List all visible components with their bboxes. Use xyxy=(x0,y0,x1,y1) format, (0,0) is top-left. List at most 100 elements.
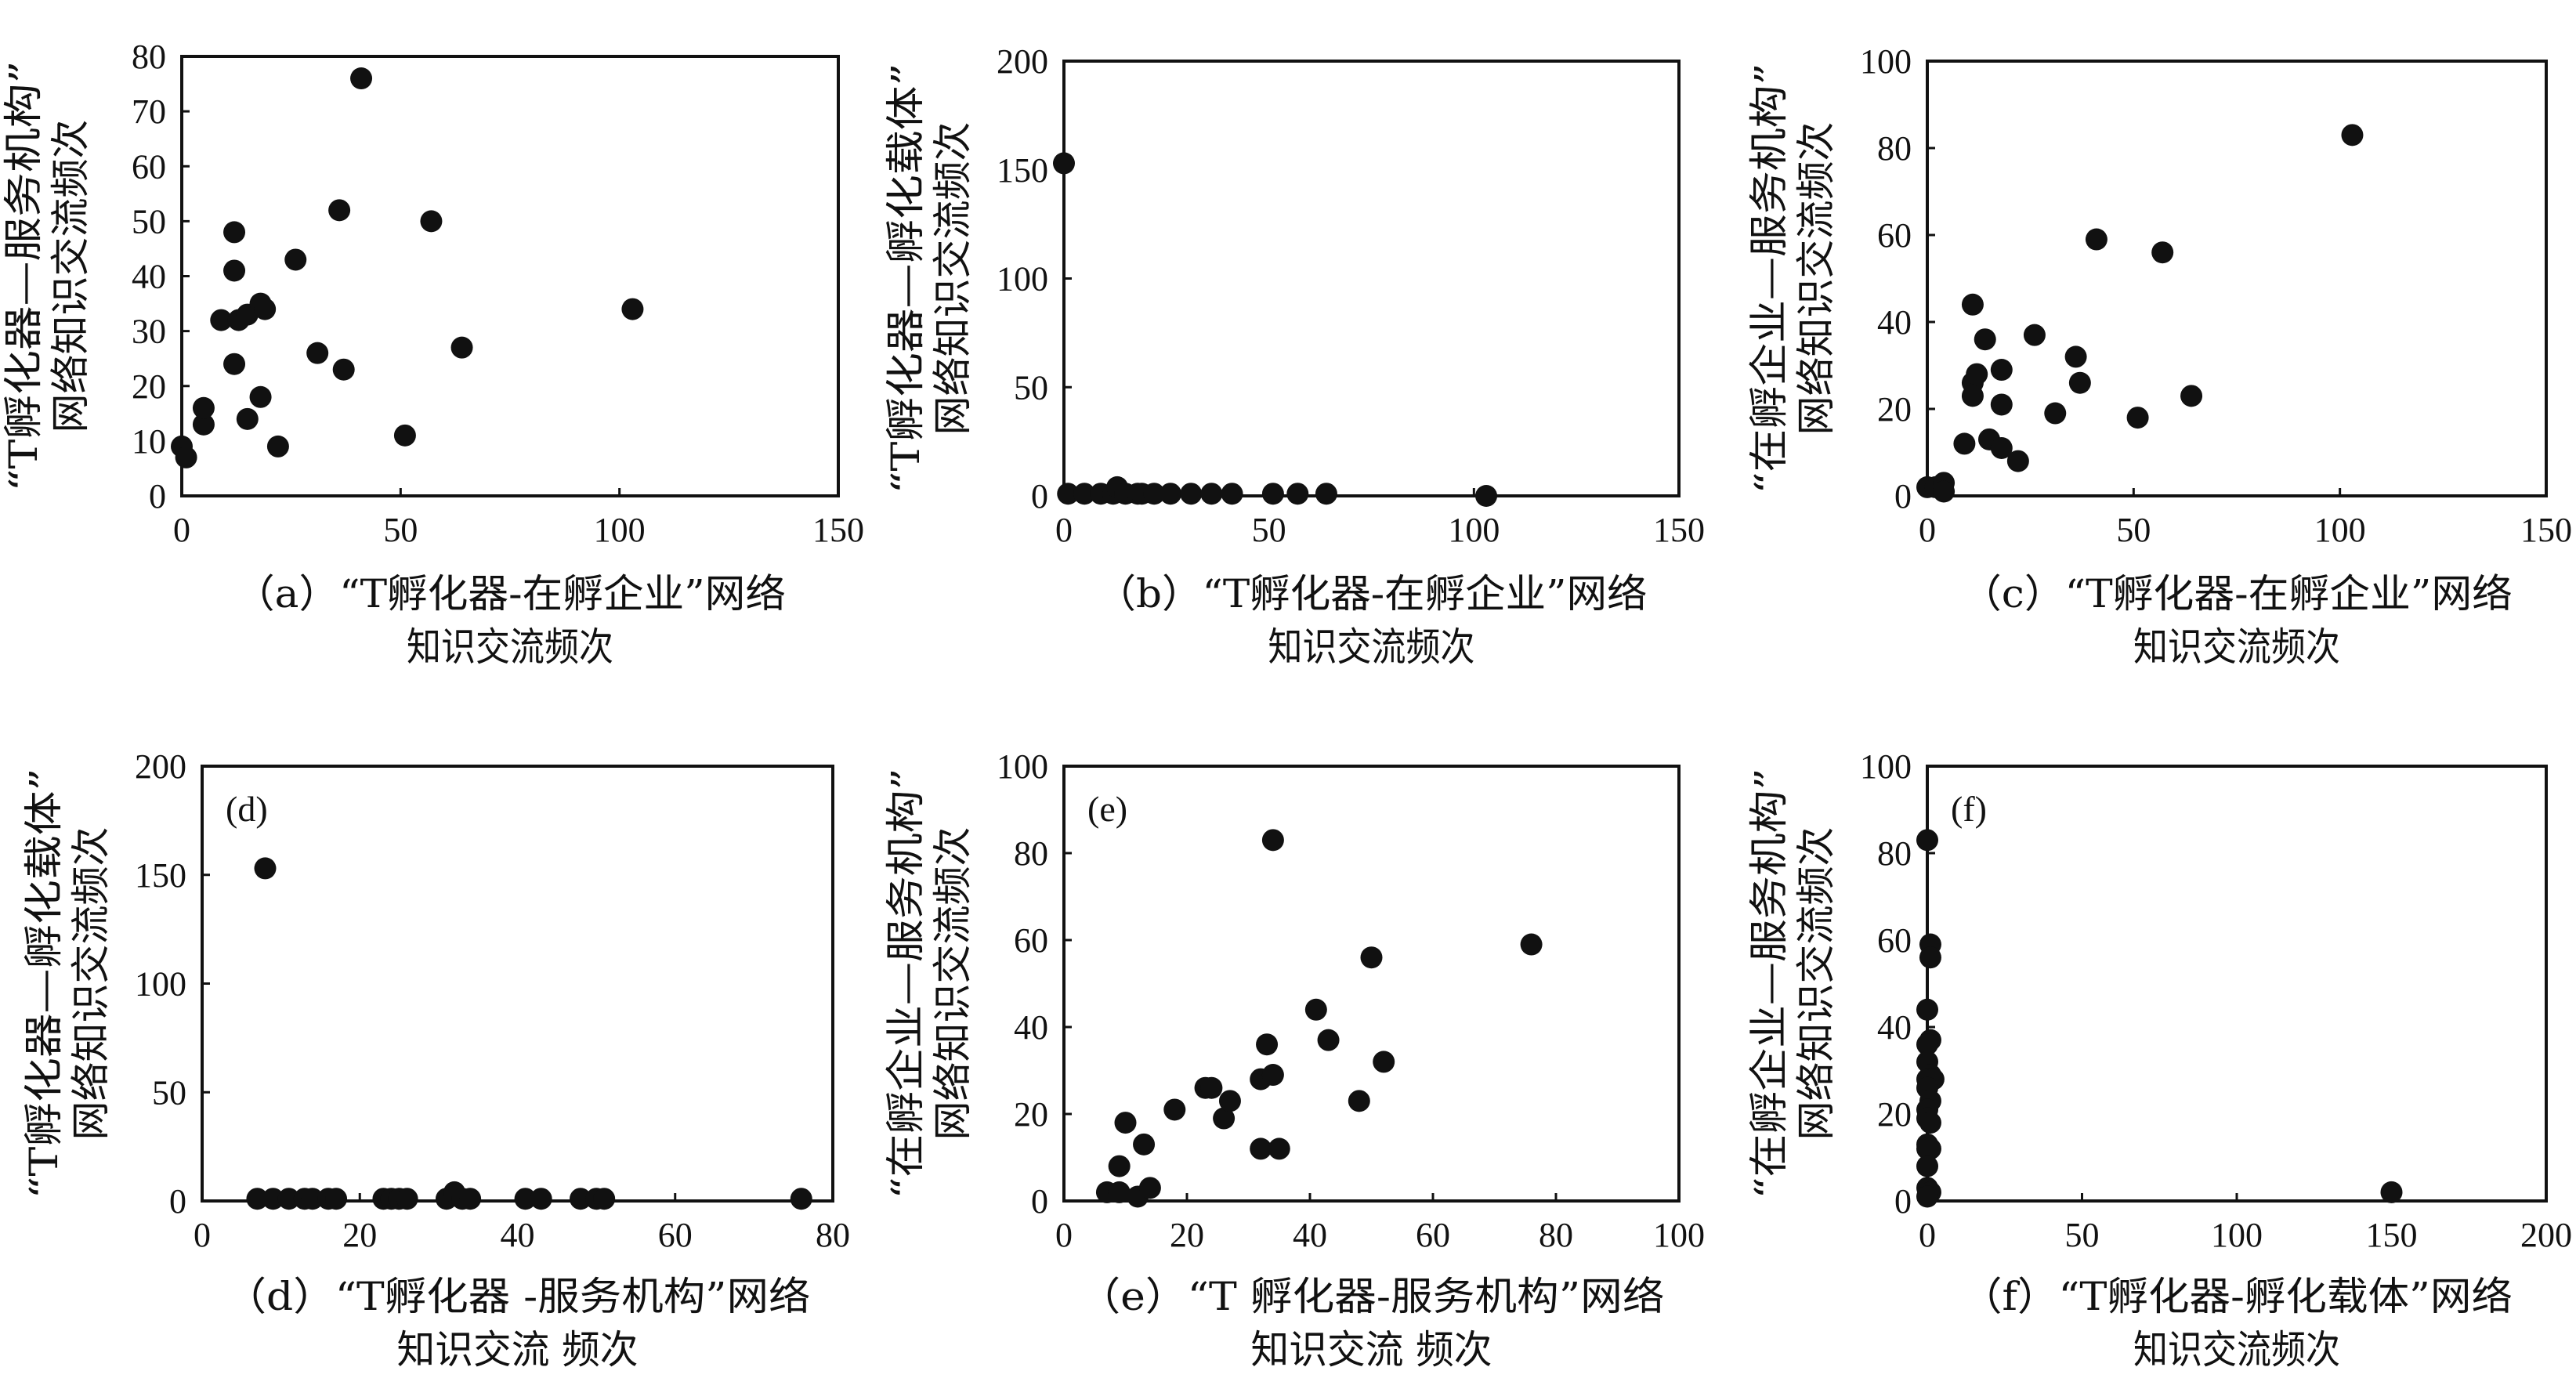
y-tick-label: 40 xyxy=(1014,1008,1048,1047)
data-point xyxy=(1108,1181,1131,1203)
y-tick-label: 80 xyxy=(1014,834,1048,873)
data-point xyxy=(1916,1155,1938,1177)
data-point xyxy=(2126,407,2149,429)
data-point xyxy=(1919,1137,1941,1160)
x-axis-caption: （c）“T孵化器-在孵企业”网络 xyxy=(1961,571,2513,617)
y-tick-label: 0 xyxy=(169,1182,186,1221)
data-point xyxy=(192,413,215,436)
plot-frame xyxy=(1926,765,2548,1203)
data-point xyxy=(1953,432,1976,455)
data-point xyxy=(1268,1137,1290,1160)
data-point xyxy=(1114,1112,1137,1134)
y-axis-caption: 网络知识交流频次 xyxy=(1793,122,1839,436)
data-point xyxy=(1163,1098,1186,1121)
data-point xyxy=(1213,1107,1236,1130)
data-point xyxy=(1160,483,1182,505)
data-point xyxy=(1916,1185,1938,1208)
y-axis-caption: 网络知识交流频次 xyxy=(68,827,114,1141)
panel-b: 0 50 100 150 0 50 100 150 200 （b）“T孵化器-在孵企业”网络知识交… xyxy=(883,42,1705,670)
x-tick-label: 0 xyxy=(1919,511,1936,549)
plot-frame xyxy=(201,765,834,1203)
data-point xyxy=(1916,829,1938,852)
y-axis-caption: “在孵企业—服务机构” xyxy=(1746,769,1792,1199)
x-tick-label: 60 xyxy=(658,1216,693,1254)
data-point xyxy=(301,1188,324,1210)
data-point xyxy=(1261,483,1284,505)
data-point xyxy=(1286,483,1309,505)
x-tick-label: 20 xyxy=(1170,1216,1204,1254)
data-point xyxy=(223,221,246,244)
x-tick-label: 100 xyxy=(2314,511,2366,549)
data-point xyxy=(1520,933,1543,956)
data-point xyxy=(1916,1033,1938,1056)
y-tick-label: 60 xyxy=(1877,921,1912,960)
y-tick-label: 80 xyxy=(1877,834,1912,873)
data-point xyxy=(1138,1177,1161,1199)
data-point xyxy=(266,435,289,458)
data-point xyxy=(325,1188,348,1210)
x-tick-label: 100 xyxy=(1448,511,1500,549)
data-point xyxy=(1143,483,1166,505)
x-tick-label: 150 xyxy=(2366,1216,2418,1254)
x-axis-caption: 知识交流频次 xyxy=(2133,1327,2340,1373)
x-tick-label: 20 xyxy=(342,1216,377,1254)
x-tick-label: 60 xyxy=(1416,1216,1450,1254)
data-point xyxy=(2341,124,2364,146)
data-point xyxy=(1250,1137,1272,1160)
x-tick-label: 100 xyxy=(2211,1216,2263,1254)
y-tick-label: 20 xyxy=(1014,1095,1048,1134)
data-point xyxy=(1961,385,1984,407)
x-axis-caption: 知识交流频次 xyxy=(1268,624,1475,670)
data-point xyxy=(1990,436,2013,459)
panel-e: 0 20 40 60 80 100 0 20 40 60 80 100 (e) （e）“T 孵化器-服务机… xyxy=(883,747,1705,1373)
y-axis-caption: “T孵化器—孵化载体” xyxy=(883,63,928,494)
data-point xyxy=(1933,480,1956,503)
data-point xyxy=(570,1188,592,1210)
y-axis-caption: 网络知识交流频次 xyxy=(930,122,975,436)
x-tick-label: 50 xyxy=(2065,1216,2100,1254)
data-point xyxy=(2064,345,2087,368)
y-tick-label: 100 xyxy=(135,965,186,1004)
y-tick-label: 150 xyxy=(135,856,186,895)
x-axis-caption: 知识交流 频次 xyxy=(1251,1327,1492,1373)
data-point xyxy=(396,1188,418,1210)
y-tick-label: 200 xyxy=(135,747,186,786)
panel-tag: (f) xyxy=(1951,789,1987,829)
x-axis-caption: （e）“T 孵化器-服务机构”网络 xyxy=(1079,1274,1665,1319)
y-axis-caption: “在孵企业—服务机构” xyxy=(1746,63,1792,494)
y-tick-label: 50 xyxy=(132,202,166,241)
y-axis-caption: “在孵企业—服务机构” xyxy=(883,769,928,1199)
data-point xyxy=(514,1188,537,1210)
y-axis-caption: “T孵化器—服务机构” xyxy=(1,61,46,492)
y-tick-label: 70 xyxy=(132,92,166,131)
data-point xyxy=(1057,483,1080,505)
y-tick-label: 100 xyxy=(997,260,1048,298)
panel-f: 0 50 100 150 200 0 20 40 60 80 100 (f) （f）“T孵化器-孵化载体… xyxy=(1746,747,2572,1373)
panel-tag: (e) xyxy=(1087,789,1127,829)
data-point xyxy=(593,1188,616,1210)
data-point xyxy=(1256,1033,1279,1056)
x-tick-label: 0 xyxy=(1055,511,1073,549)
data-point xyxy=(1261,829,1284,852)
y-tick-label: 50 xyxy=(152,1073,186,1112)
data-point xyxy=(262,1188,284,1210)
data-point xyxy=(2006,450,2029,472)
x-tick-label: 0 xyxy=(194,1216,211,1254)
data-point xyxy=(246,1188,269,1210)
data-point xyxy=(350,67,373,90)
data-point xyxy=(2023,324,2046,346)
data-point xyxy=(210,309,233,331)
data-point xyxy=(1261,1064,1284,1087)
data-point xyxy=(306,342,329,364)
x-tick-label: 80 xyxy=(1539,1216,1573,1254)
y-axis-caption: 网络知识交流频次 xyxy=(930,827,975,1141)
x-tick-label: 50 xyxy=(383,511,418,549)
x-tick-label: 150 xyxy=(1653,511,1705,549)
y-tick-label: 200 xyxy=(997,42,1048,81)
y-tick-label: 40 xyxy=(1877,1008,1912,1047)
data-point xyxy=(790,1188,812,1210)
data-point xyxy=(328,199,351,222)
x-tick-label: 80 xyxy=(816,1216,850,1254)
y-tick-label: 0 xyxy=(149,477,166,515)
